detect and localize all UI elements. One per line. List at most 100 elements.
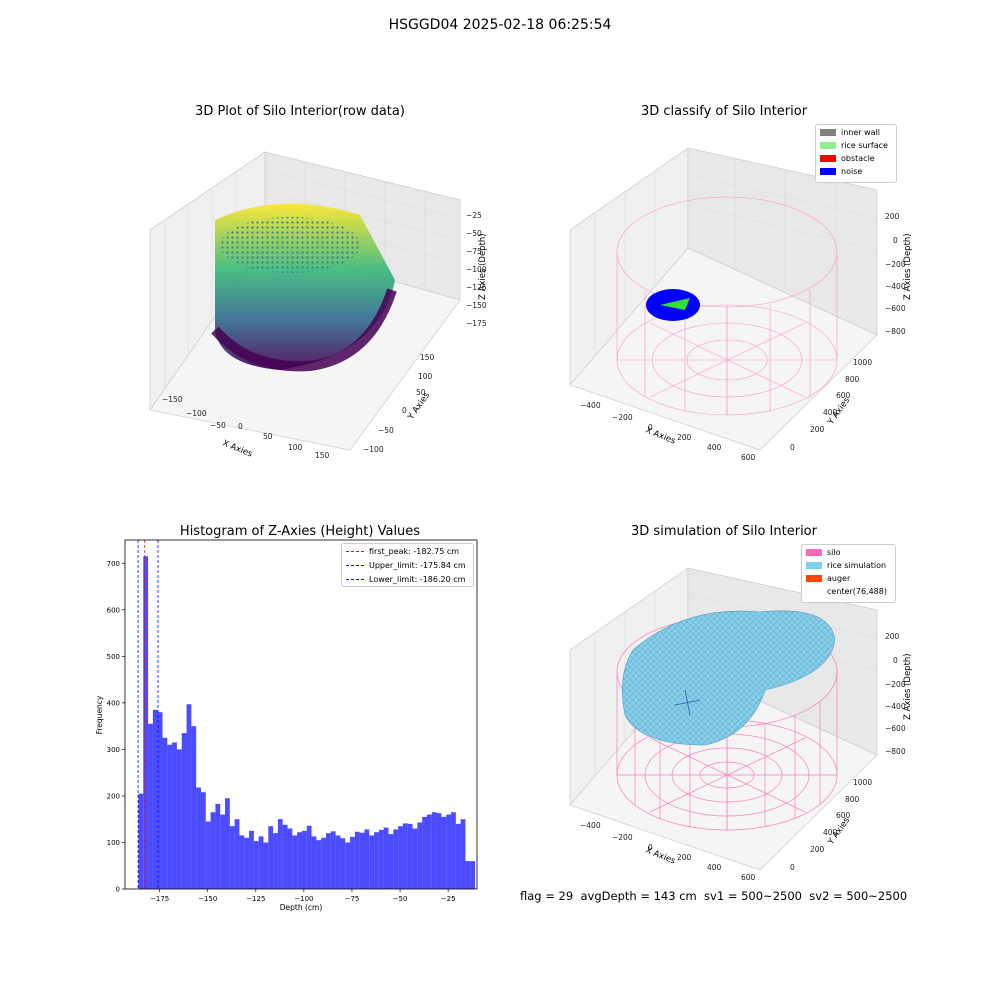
histogram-bar [143, 556, 149, 889]
histogram-bar [229, 826, 235, 889]
raw-x-label: X Axies [221, 439, 254, 460]
simulation-x-tick: 600 [741, 873, 756, 882]
rice-simulation-surface [622, 610, 836, 746]
raw-z-tick: −50 [466, 229, 482, 238]
classify-x-tick: 400 [707, 443, 722, 452]
histogram-bar [446, 814, 452, 889]
simulation-x-tick: −400 [580, 821, 601, 830]
simulation-y-tick: 800 [845, 795, 860, 804]
histogram-bar [186, 704, 192, 889]
histogram-bar [383, 827, 389, 889]
histogram-y-tick-label: 600 [107, 606, 120, 614]
simulation-plot-title: 3D simulation of Silo Interior [631, 524, 817, 539]
histogram-x-tick-label: −50 [393, 895, 408, 903]
legend-item-silo: silo [802, 546, 895, 559]
simulation-z-label: Z Axies (Depth) [903, 653, 913, 720]
simulation-z-tick: −800 [885, 747, 906, 756]
histogram-bar [374, 832, 379, 889]
histogram-bar [196, 787, 201, 889]
histogram-bar [138, 793, 144, 889]
histogram-bar [292, 835, 298, 889]
classify-x-tick: 600 [741, 453, 756, 462]
simulation-y-tick: 400 [823, 828, 838, 837]
summary-text: flag = 29 avgDepth = 143 cm sv1 = 500~25… [520, 889, 908, 903]
simulation-y-tick: 600 [836, 811, 851, 820]
histogram-bar [426, 814, 432, 889]
histogram-bar [451, 812, 456, 889]
simulation-x-tick: 0 [648, 843, 653, 852]
raw-x-tick: −50 [210, 421, 226, 430]
simulation-z-tick: −600 [885, 724, 906, 733]
raw-y-tick: −100 [363, 445, 384, 454]
histogram-bar [239, 835, 245, 889]
simulation-z-tick: −200 [885, 680, 906, 689]
histogram-bar [152, 709, 158, 889]
histogram-bar [176, 749, 182, 889]
raw-x-tick: −150 [162, 395, 183, 404]
histogram-bar [388, 834, 394, 889]
histogram-bar [249, 830, 254, 889]
histogram-bar [162, 737, 168, 889]
simulation-y-tick: 200 [810, 845, 825, 854]
histogram-x-tick-label: −175 [150, 895, 169, 903]
raw-x-tick: 150 [315, 451, 330, 460]
histogram-bar [172, 742, 177, 889]
classify-y-tick: 400 [823, 408, 838, 417]
simulation-legend: silo rice simulation auger center(76,488… [801, 544, 896, 603]
histogram-bar [378, 829, 384, 889]
histogram-x-ticks: −175 −150 −125 −100 −75 −50 −25 [150, 889, 456, 903]
histogram-bar [268, 826, 274, 889]
histogram-bar [364, 829, 370, 889]
histogram-bar [412, 828, 418, 889]
histogram-bar [330, 831, 336, 889]
histogram-bar [301, 830, 307, 889]
legend-item-rice-simulation: rice simulation [802, 559, 895, 572]
classify-plot-title: 3D classify of Silo Interior [640, 104, 808, 119]
classify-z-tick: −800 [885, 327, 906, 336]
classify-y-tick: 800 [845, 375, 860, 384]
histogram-bar [258, 836, 264, 889]
simulation-y-tick: 0 [790, 863, 795, 872]
raw-y-tick: 50 [416, 388, 426, 397]
raw-z-tick: −100 [466, 265, 487, 274]
histogram-bar [311, 836, 317, 889]
simulation-3d-plot: −400 −200 0 200 400 600 0 200 400 600 80… [569, 567, 913, 882]
histogram-bar [441, 816, 447, 889]
histogram-y-tick-label: 300 [107, 746, 120, 754]
classify-x-tick: 0 [648, 423, 653, 432]
histogram-bar [157, 712, 163, 889]
raw-z-tick: −175 [466, 319, 487, 328]
raw-y-tick: −50 [378, 426, 394, 435]
legend-item-rice-surface: rice surface [816, 139, 896, 152]
histogram-bar [465, 861, 471, 889]
simulation-x-tick: −200 [612, 833, 633, 842]
simulation-x-label: X Axies [644, 846, 677, 867]
histogram-bar [220, 814, 226, 889]
raw-z-tick: −150 [466, 301, 487, 310]
histogram-bar [340, 838, 346, 889]
classify-x-tick: 200 [677, 433, 692, 442]
histogram-bar [422, 816, 427, 889]
histogram-x-tick-label: −75 [345, 895, 360, 903]
histogram-bar [393, 829, 399, 889]
raw-3d-plot: −150 −100 −50 0 50 100 150 −100 −50 0 50… [149, 151, 488, 460]
histogram-bar [297, 832, 302, 889]
histogram-bar [181, 733, 187, 889]
histogram-bar [345, 842, 351, 889]
classify-y-tick: 0 [790, 443, 795, 452]
raw-x-tick: −100 [186, 409, 207, 418]
raw-y-tick: 150 [420, 353, 435, 362]
simulation-z-tick: 200 [885, 632, 900, 641]
histogram-bars [138, 556, 476, 889]
histogram-bar [200, 792, 206, 889]
raw-z-tick: −125 [466, 283, 487, 292]
histogram-bar [455, 823, 461, 889]
legend-item-first-peak: first_peak: -182.75 cm [342, 544, 473, 558]
histogram-bar [263, 842, 269, 889]
raw-point-cloud-top [220, 217, 360, 273]
histogram-bar [205, 821, 211, 889]
classify-y-tick: 1000 [853, 358, 872, 367]
simulation-x-tick: 200 [677, 853, 692, 862]
histogram-bar [215, 803, 221, 889]
